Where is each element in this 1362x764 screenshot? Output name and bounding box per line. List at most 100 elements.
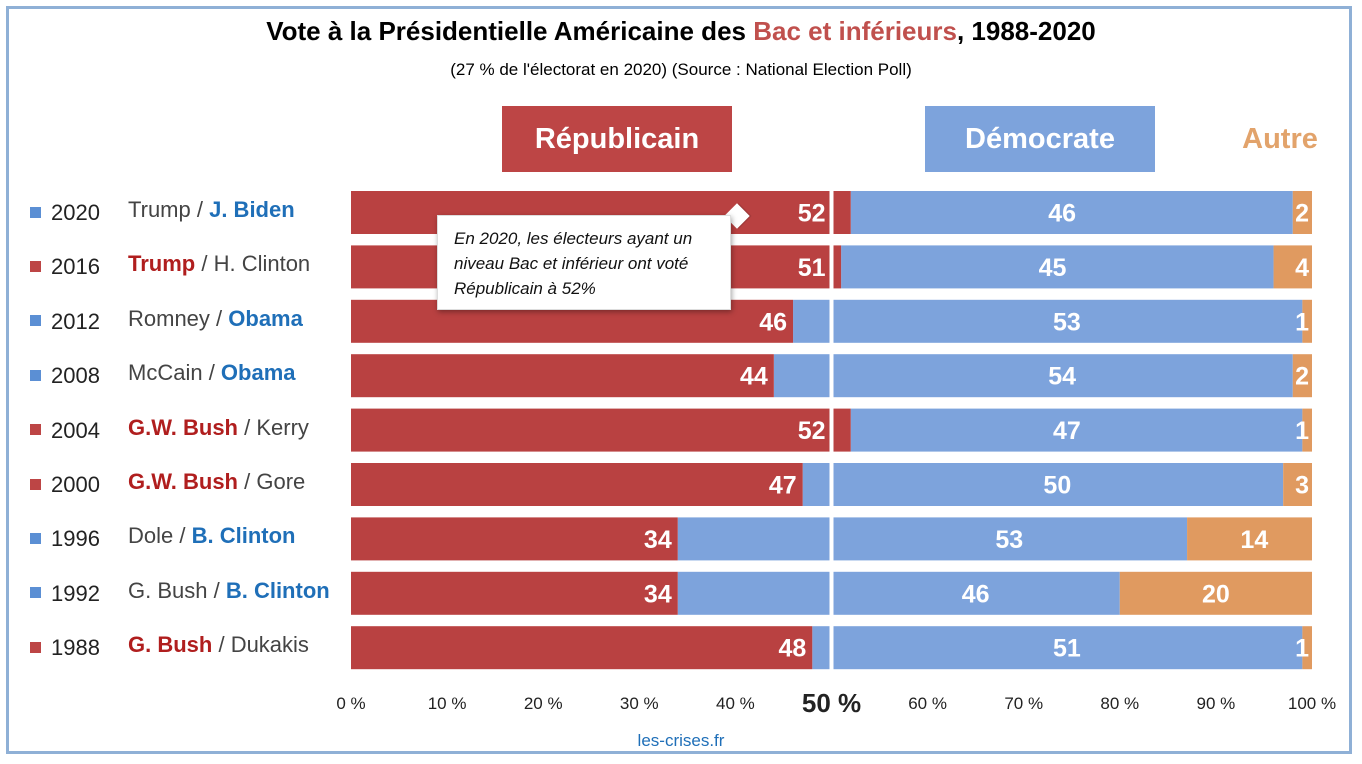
year-label: 2004 [51,417,100,443]
year-label: 2020 [51,200,100,225]
x-tick-3: 30 % [619,694,659,713]
candidate-separator: / [173,523,192,549]
candidate-separator: / [202,360,221,386]
candidate-democrate: B. Clinton [191,523,296,549]
bar-autre-2004 [1302,408,1312,452]
row-year-2020: 2020 [30,200,100,226]
winner-square [30,206,41,218]
candidates-2012: Romney / Obama [128,306,303,332]
candidate-republicain: Dole [128,523,174,549]
row-year-2016: 2016 [30,254,100,280]
year-label: 2000 [51,472,100,497]
candidates-2020: Trump / J. Biden [128,197,295,223]
bar-democrate-2004 [850,408,1303,452]
candidates-2000: G.W. Bush / Gore [128,469,305,495]
label-autre-1988: 1 [1295,635,1309,663]
header-republicain: Républicain [502,106,732,172]
label-republicain-1992: 34 [644,580,672,608]
label-democrate-1988: 51 [1053,635,1081,663]
label-autre-2008: 2 [1295,363,1309,391]
winner-square [30,369,41,381]
row-year-1992: 1992 [30,581,100,607]
candidate-separator: / [238,469,257,494]
candidate-republicain: G.W. Bush [128,469,238,494]
x-tick-7: 70 % [1004,694,1044,713]
label-autre-2000: 3 [1295,472,1309,500]
year-label: 2008 [51,363,100,389]
bar-democrate-2008 [773,354,1293,398]
candidate-republicain: G. Bush [128,632,213,658]
title-highlight: Bac et inférieurs [753,16,957,46]
x-tick-1: 10 % [427,694,467,713]
year-label: 2016 [51,254,100,280]
winner-square [30,261,41,273]
winner-square [30,315,41,327]
bar-republicain-1988 [351,626,813,670]
year-label: 2012 [51,308,100,334]
candidate-republicain: McCain [128,360,203,386]
x-tick-10: 100 % [1287,694,1337,713]
winner-square [30,478,41,490]
candidate-democrate: Obama [228,305,303,331]
x-tick-4: 40 % [716,694,755,713]
label-republicain-1988: 48 [778,635,806,663]
candidate-republicain: Trump [128,251,196,277]
label-democrate-1996: 53 [995,526,1023,554]
chart-title: Vote à la Présidentielle Américaine des … [0,16,1362,47]
candidate-republicain: G.W. Bush [128,414,238,440]
chart-subtitle: (27 % de l'électorat en 2020) (Source : … [450,60,912,79]
row-year-2004: 2004 [30,418,100,444]
candidate-democrate: Obama [220,360,296,386]
bar-democrate-1992 [677,571,1120,615]
title-part-1: Vote à la Présidentielle Américaine des [266,16,754,46]
label-autre-1996: 14 [1240,526,1268,554]
label-autre-1992: 20 [1202,580,1230,608]
candidate-democrate: H. Clinton [213,251,311,277]
x-tick-0: 0 % [336,694,366,713]
label-republicain-2012: 46 [759,308,787,336]
label-republicain-2016: 51 [798,254,826,282]
label-democrate-2004: 47 [1053,417,1081,445]
label-democrate-2016: 45 [1039,254,1067,282]
candidate-democrate: B. Clinton [225,577,330,603]
row-year-2012: 2012 [30,309,100,335]
source-label: les-crises.fr [637,731,725,750]
label-democrate-2020: 46 [1048,200,1076,228]
bar-republicain-2008 [351,354,774,398]
candidates-2016: Trump / H. Clinton [128,251,310,277]
bar-republicain-2004 [351,408,851,452]
reference-line-50 [829,187,834,676]
bar-democrate-2020 [850,191,1293,234]
label-democrate-2008: 54 [1048,363,1076,391]
x-tick-8: 80 % [1100,694,1140,713]
candidate-republicain: G. Bush [128,577,208,603]
annotation-callout: En 2020, les électeurs ayant un niveau B… [437,215,731,310]
winner-square [30,533,41,545]
bar-democrate-1988 [812,626,1303,670]
bar-autre-1992 [1119,571,1312,615]
row-year-1996: 1996 [30,526,100,552]
candidate-republicain: Romney [128,305,210,331]
candidates-1992: G. Bush / B. Clinton [128,578,330,604]
bar-democrate-2016 [841,245,1274,289]
candidates-1988: G. Bush / Dukakis [128,632,309,658]
bar-autre-1988 [1302,626,1312,670]
bar-autre-2016 [1273,245,1312,289]
x-tick-5: 50 % [801,688,862,718]
year-label: 1996 [51,526,100,552]
candidate-separator: / [238,414,257,440]
winner-square [30,587,41,599]
candidates-1996: Dole / B. Clinton [128,523,295,549]
winner-square [30,641,41,653]
x-tick-6: 60 % [908,694,947,713]
label-republicain-1996: 34 [644,526,672,554]
candidate-separator: / [190,197,210,222]
header-autre: Autre [1242,123,1318,155]
x-tick-9: 90 % [1196,694,1236,713]
year-label: 1988 [51,635,100,661]
chart-frame [6,6,1352,754]
bar-republicain-2000 [351,463,803,506]
bar-democrate-2000 [802,463,1284,506]
label-democrate-1992: 46 [962,580,990,608]
